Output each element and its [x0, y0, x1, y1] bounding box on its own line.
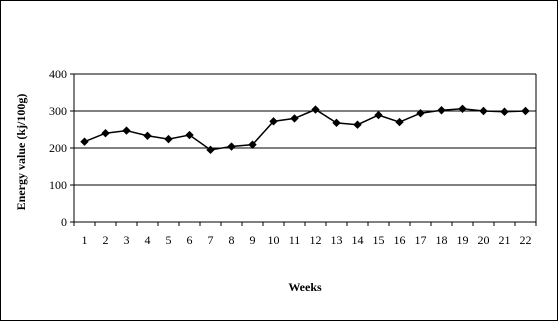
x-tick-label-14: 14 — [352, 233, 364, 247]
y-tick-label-300: 300 — [49, 104, 67, 118]
x-tick-label-16: 16 — [394, 233, 406, 247]
y-tick-label-0: 0 — [61, 215, 67, 229]
x-tick-label-2: 2 — [103, 233, 109, 247]
data-point-week-13 — [332, 118, 341, 128]
data-point-week-16 — [395, 117, 404, 127]
data-point-week-14 — [353, 120, 362, 129]
x-tick-label-11: 11 — [289, 233, 301, 247]
data-point-week-5 — [164, 134, 173, 144]
data-point-week-9 — [248, 140, 257, 149]
data-series — [80, 104, 530, 155]
data-point-week-4 — [143, 131, 152, 140]
x-tick-label-5: 5 — [166, 233, 172, 247]
x-tick-label-22: 22 — [520, 233, 532, 247]
x-tick-label-12: 12 — [310, 233, 322, 247]
x-tick-label-15: 15 — [373, 233, 385, 247]
data-point-week-2 — [101, 129, 110, 138]
x-tick-label-3: 3 — [124, 233, 130, 247]
data-point-week-8 — [227, 142, 236, 151]
y-tick-label-200: 200 — [49, 141, 67, 155]
x-tick-label-20: 20 — [478, 233, 490, 247]
data-point-week-17 — [416, 109, 425, 118]
grid-lines — [74, 73, 536, 186]
data-point-week-3 — [122, 126, 131, 135]
x-tick-label-19: 19 — [457, 233, 469, 247]
x-tick-label-21: 21 — [499, 233, 511, 247]
data-point-week-15 — [374, 110, 383, 120]
x-tick-label-6: 6 — [187, 233, 193, 247]
y-tick-label-100: 100 — [49, 178, 67, 192]
x-tick-label-17: 17 — [415, 233, 427, 247]
data-point-week-6 — [185, 130, 194, 140]
data-point-week-18 — [437, 106, 446, 115]
x-tick-label-8: 8 — [229, 233, 235, 247]
data-point-week-11 — [290, 114, 299, 123]
data-point-week-12 — [311, 105, 320, 114]
data-point-week-1 — [80, 137, 89, 146]
data-point-week-19 — [458, 104, 467, 113]
x-tick-label-10: 10 — [268, 233, 280, 247]
data-point-week-7 — [206, 145, 215, 155]
y-axis-title: Energy value (kj/100g) — [14, 94, 28, 211]
data-point-week-10 — [269, 117, 278, 126]
x-tick-label-1: 1 — [82, 233, 88, 247]
x-tick-label-13: 13 — [331, 233, 343, 247]
y-tick-label-400: 400 — [49, 67, 67, 81]
x-axis-title: Weeks — [288, 280, 322, 294]
data-point-week-20 — [479, 106, 488, 116]
x-tick-label-9: 9 — [250, 233, 256, 247]
data-point-week-21 — [500, 107, 509, 116]
x-tick-label-18: 18 — [436, 233, 448, 247]
data-point-week-22 — [521, 106, 530, 116]
x-tick-label-7: 7 — [208, 233, 214, 247]
series-line-0 — [84, 108, 526, 151]
x-tick-label-4: 4 — [145, 233, 151, 247]
